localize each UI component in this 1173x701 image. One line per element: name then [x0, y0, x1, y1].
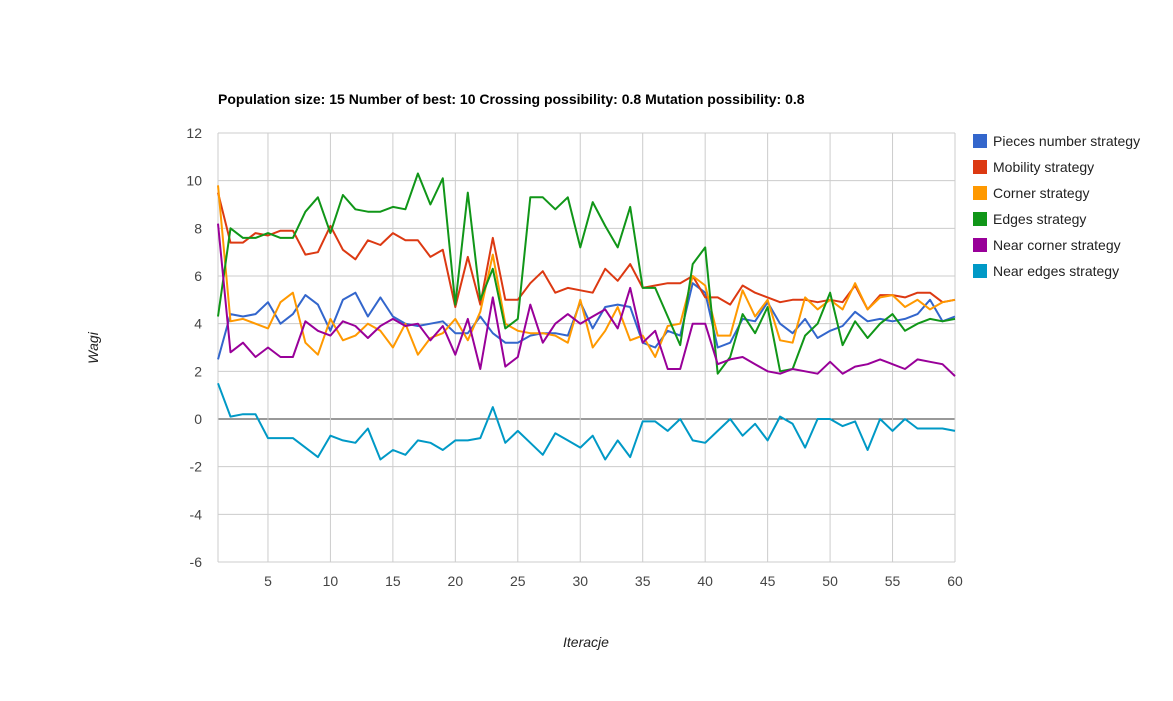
y-tick-label: 10 — [186, 173, 202, 189]
x-tick-label: 35 — [635, 573, 651, 589]
series-line-near-corner-strategy — [217, 223, 956, 377]
legend-item: Near corner strategy — [973, 237, 1121, 253]
grid-lines — [217, 132, 956, 563]
x-tick-label: 25 — [510, 573, 526, 589]
y-tick-label: -4 — [190, 506, 203, 522]
x-tick-label: 5 — [264, 573, 272, 589]
legend-item: Corner strategy — [973, 185, 1089, 201]
legend-label: Edges strategy — [993, 211, 1086, 227]
legend: Pieces number strategy Mobility strategy C… — [973, 133, 1140, 279]
x-axis-label: Iteracje — [563, 634, 609, 650]
legend-label: Mobility strategy — [993, 159, 1094, 175]
legend-item: Pieces number strategy — [973, 133, 1140, 149]
legend-item: Mobility strategy — [973, 159, 1094, 175]
y-tick-label: 0 — [194, 411, 202, 427]
legend-label: Near edges strategy — [993, 263, 1119, 279]
x-tick-label: 20 — [448, 573, 464, 589]
legend-swatch — [973, 160, 987, 174]
x-tick-label: 40 — [697, 573, 713, 589]
legend-swatch — [973, 264, 987, 278]
y-tick-label: 4 — [194, 316, 202, 332]
x-tick-label: 15 — [385, 573, 401, 589]
legend-swatch — [973, 186, 987, 200]
y-tick-label: -2 — [190, 459, 203, 475]
series-lines — [217, 172, 956, 461]
y-tick-label: 8 — [194, 220, 202, 236]
legend-swatch — [973, 212, 987, 226]
y-tick-label: 2 — [194, 363, 202, 379]
y-tick-label: 12 — [186, 125, 202, 141]
legend-item: Edges strategy — [973, 211, 1086, 227]
chart-title: Population size: 15 Number of best: 10 C… — [218, 91, 805, 107]
series-line-mobility-strategy — [217, 192, 956, 311]
y-tick-label: 6 — [194, 268, 202, 284]
series-line-corner-strategy — [217, 185, 956, 358]
series-line-pieces-number-strategy — [217, 282, 956, 360]
x-tick-label: 45 — [760, 573, 776, 589]
y-axis-ticks: -6 -4 -2 0 2 4 6 8 10 12 — [186, 125, 202, 570]
legend-label: Near corner strategy — [993, 237, 1121, 253]
y-axis-label: Wagi — [85, 331, 101, 364]
y-tick-label: -6 — [190, 554, 203, 570]
legend-swatch — [973, 134, 987, 148]
legend-item: Near edges strategy — [973, 263, 1119, 279]
x-axis-ticks: 5 10 15 20 25 30 35 40 45 50 55 60 — [264, 573, 963, 589]
x-tick-label: 55 — [885, 573, 901, 589]
x-tick-label: 10 — [323, 573, 339, 589]
series-line-near-edges-strategy — [217, 382, 956, 461]
legend-label: Pieces number strategy — [993, 133, 1140, 149]
legend-swatch — [973, 238, 987, 252]
series-line-edges-strategy — [217, 172, 956, 375]
x-tick-label: 30 — [572, 573, 588, 589]
x-tick-label: 50 — [822, 573, 838, 589]
x-tick-label: 60 — [947, 573, 963, 589]
legend-label: Corner strategy — [993, 185, 1089, 201]
